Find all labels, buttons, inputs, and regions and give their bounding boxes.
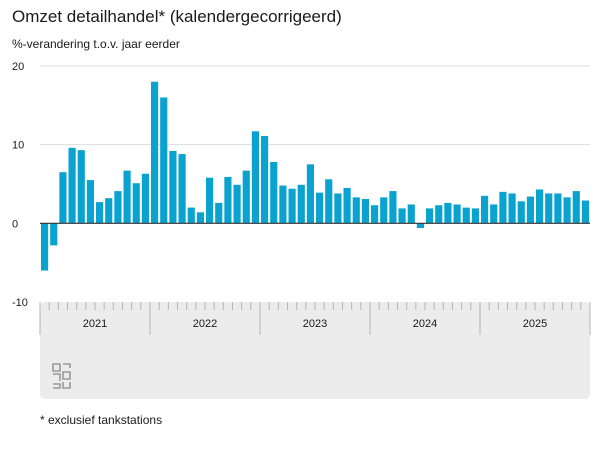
bar — [306, 164, 314, 224]
x-tick-label: 2022 — [193, 318, 217, 330]
gridlines — [40, 65, 590, 146]
bar — [59, 172, 67, 224]
bar — [572, 191, 580, 224]
bar — [187, 207, 195, 224]
bar — [545, 193, 553, 224]
bar — [471, 208, 479, 224]
bar — [114, 191, 122, 224]
bar — [288, 188, 296, 224]
bar — [270, 161, 278, 224]
bar — [297, 184, 305, 224]
bar — [132, 183, 140, 224]
bar — [233, 184, 241, 224]
y-tick-label: 10 — [12, 140, 24, 152]
bar — [481, 195, 489, 224]
bar — [215, 202, 223, 224]
bar — [416, 223, 424, 229]
footnote: * exclusief tankstations — [40, 413, 163, 427]
bar — [206, 177, 214, 224]
bar — [536, 189, 544, 224]
bar — [334, 193, 342, 224]
bar — [251, 131, 259, 224]
y-axis-labels: 20 10 0 -10 — [12, 61, 28, 309]
bar — [444, 202, 452, 224]
bar — [316, 192, 324, 224]
x-axis: 2021 2022 2023 2024 2025 — [39, 222, 591, 335]
bar — [526, 196, 534, 224]
bar — [105, 198, 113, 224]
cbs-logo-icon — [51, 362, 73, 395]
y-tick-label: 20 — [12, 61, 24, 73]
bar — [398, 208, 406, 224]
bar — [554, 193, 562, 224]
bar — [41, 223, 49, 271]
bar — [68, 147, 76, 224]
bar — [426, 208, 434, 224]
bar — [261, 136, 269, 224]
y-tick-label: -10 — [12, 297, 28, 309]
bar — [389, 191, 397, 224]
x-tick-label: 2021 — [83, 318, 107, 330]
x-axis-band — [40, 302, 590, 399]
x-tick-label: 2023 — [303, 318, 327, 330]
x-tick-label: 2024 — [413, 318, 437, 330]
bar — [86, 180, 94, 224]
bar — [371, 205, 379, 224]
bar — [407, 204, 415, 224]
bar — [50, 223, 58, 246]
bar — [279, 185, 287, 224]
bar — [178, 154, 186, 224]
bar — [361, 198, 369, 224]
bar — [169, 150, 177, 224]
bar — [242, 170, 250, 224]
bar — [380, 197, 388, 224]
bar — [151, 81, 159, 224]
bar — [141, 173, 149, 224]
bar — [224, 176, 232, 224]
bar — [123, 170, 131, 224]
bar — [96, 202, 104, 224]
bar — [196, 212, 204, 224]
bar — [435, 205, 443, 224]
bar — [499, 191, 507, 224]
x-tick-label: 2025 — [523, 318, 547, 330]
chart-subtitle: %-verandering t.o.v. jaar eerder — [12, 37, 180, 51]
bar — [352, 197, 360, 224]
chart-title: Omzet detailhandel* (kalendergecorrigeer… — [12, 7, 342, 26]
bars — [41, 81, 589, 271]
bar — [453, 204, 461, 224]
bar — [490, 204, 498, 224]
bar — [160, 97, 168, 224]
bar — [462, 207, 470, 224]
bar — [517, 201, 525, 224]
bar — [563, 197, 571, 224]
bar-chart: 2021 2022 2023 2024 2025 20 10 0 -10 — [12, 61, 591, 399]
bar — [508, 193, 516, 224]
bar — [77, 150, 85, 224]
bar — [343, 187, 351, 224]
bar — [325, 179, 333, 224]
y-tick-label: 0 — [12, 218, 18, 230]
bar — [581, 200, 589, 224]
